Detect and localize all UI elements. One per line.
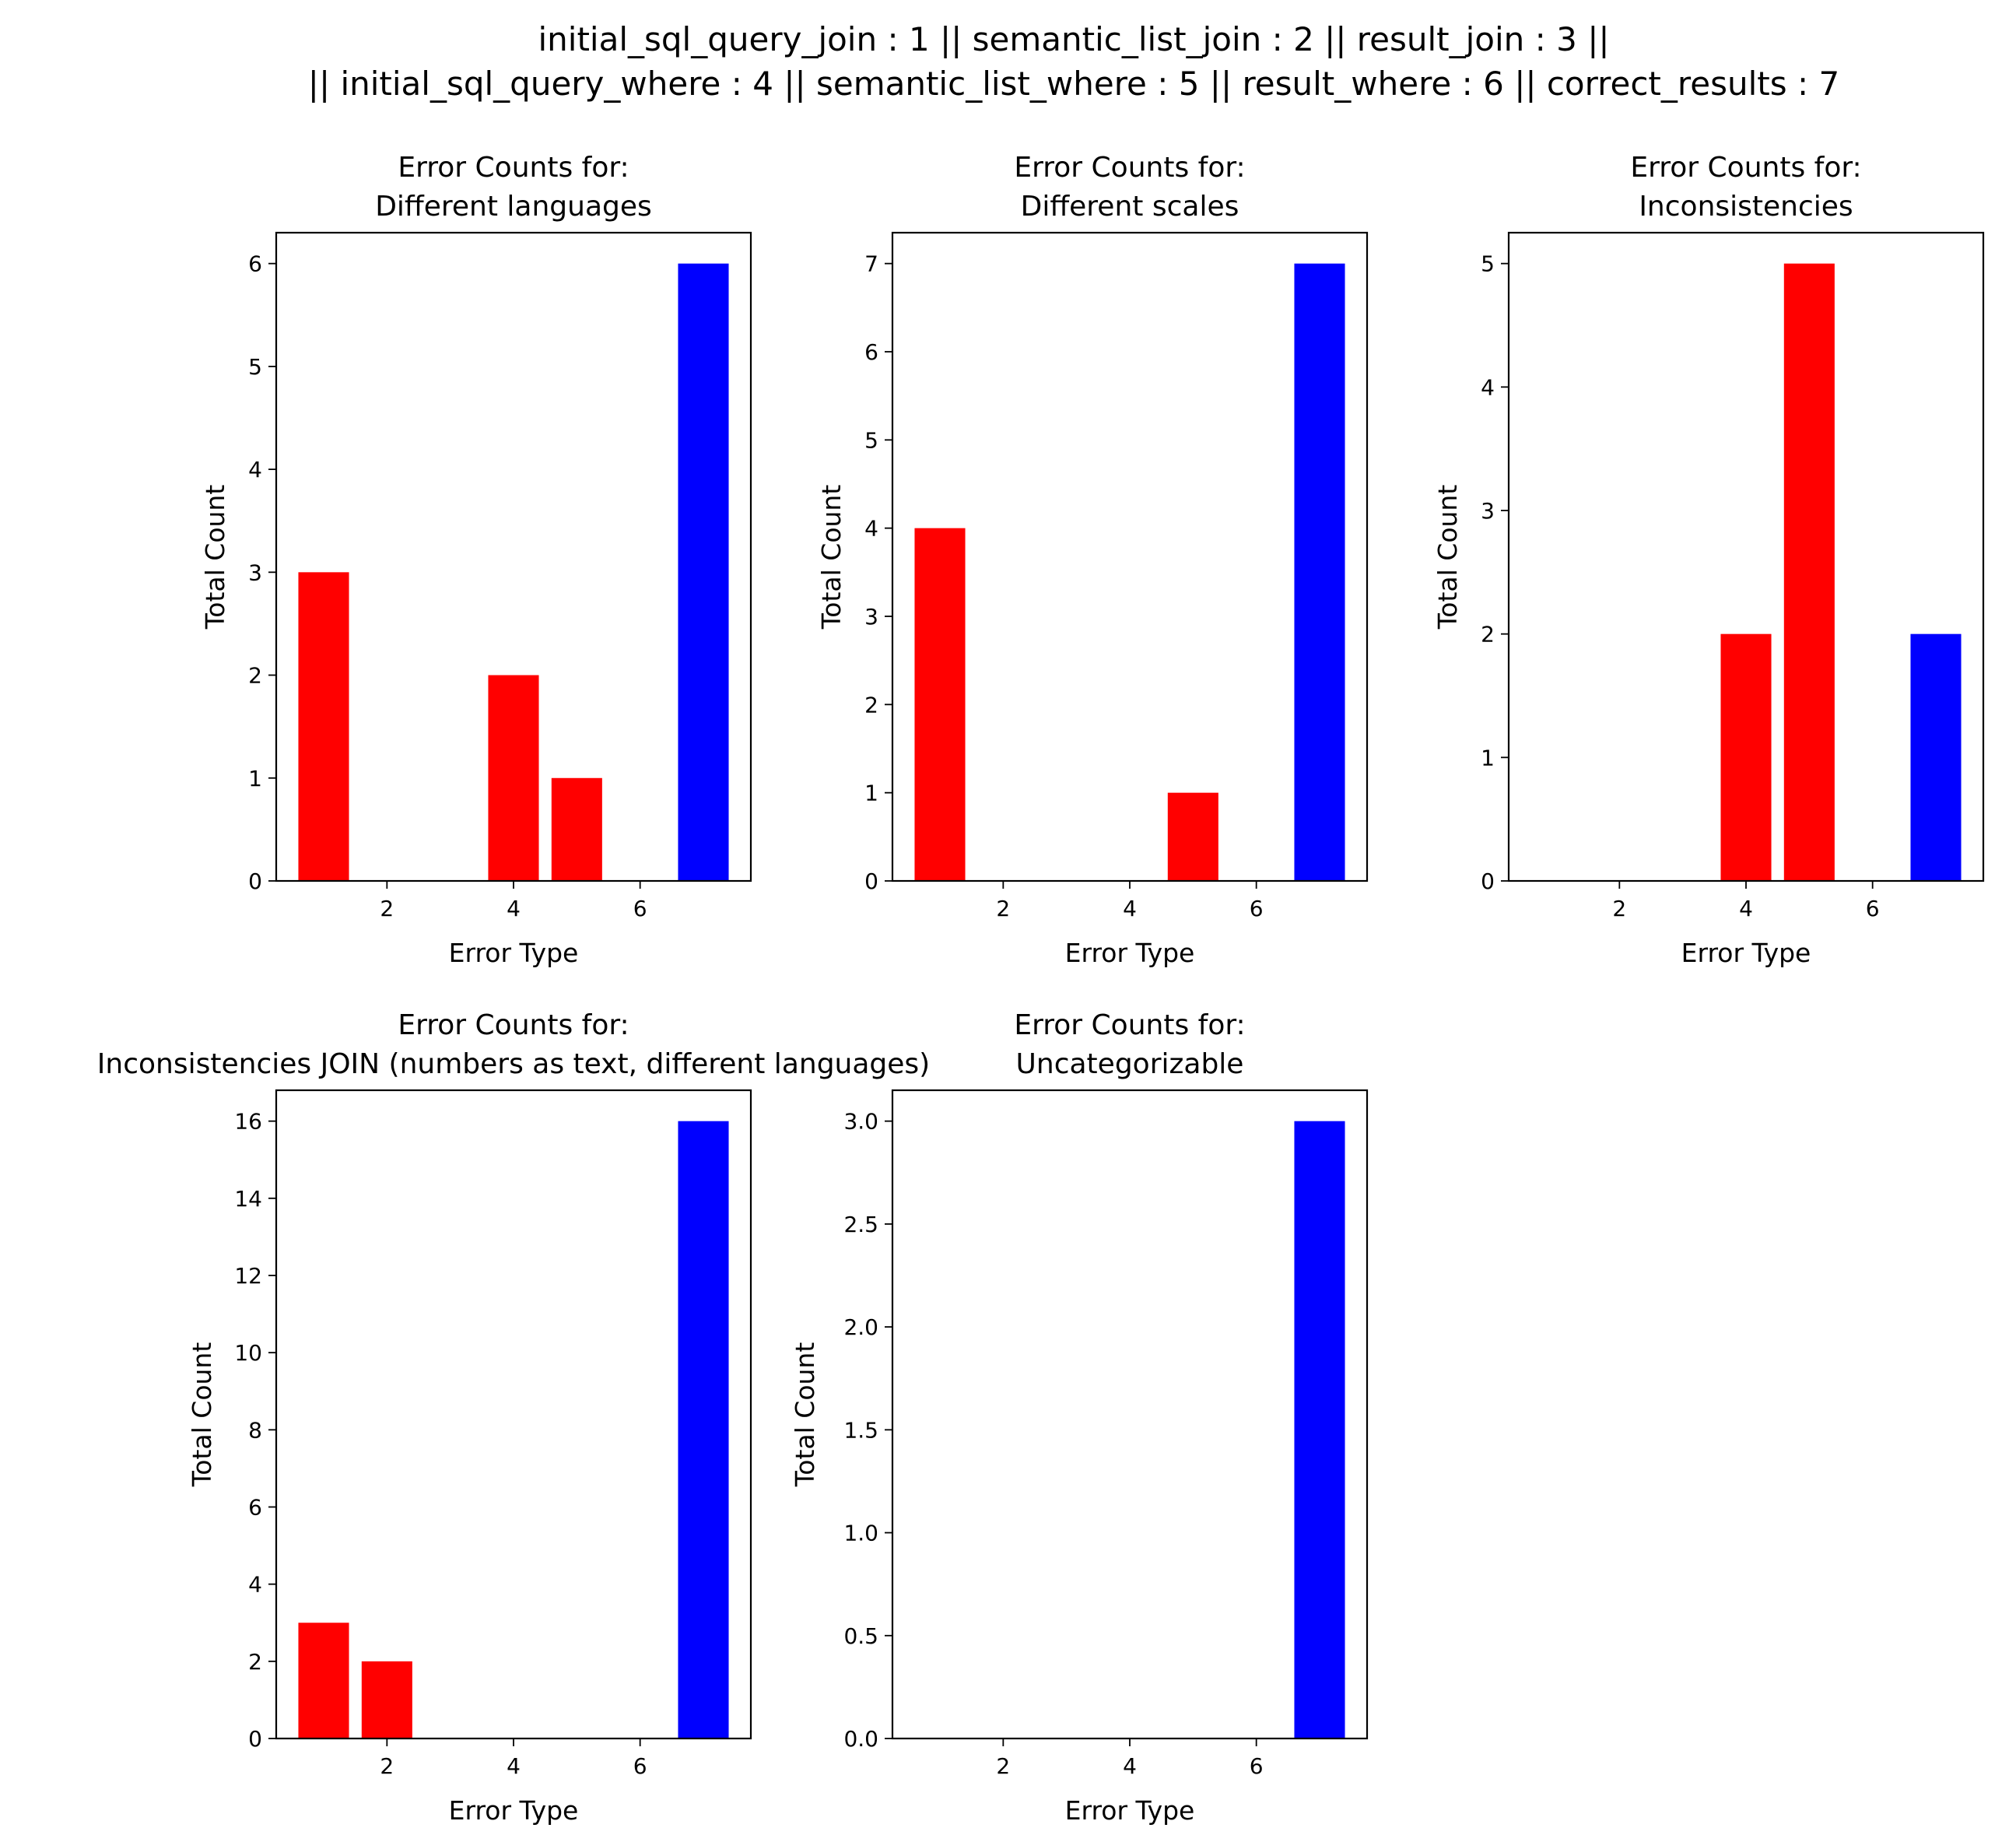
y-axis-label: Total Count <box>1432 485 1463 630</box>
y-tick-label: 6 <box>864 339 878 365</box>
x-tick-label: 4 <box>1739 896 1753 921</box>
subplot-title-line-1: Error Counts for: <box>1630 152 1861 184</box>
subplot-2: 2 4 6 0 1 2 3 4 5 6 7 Error Type Total Count Error Co… <box>816 152 1369 968</box>
y-tick-label: 2 <box>248 1649 262 1675</box>
subplot-title-line-1: Error Counts for: <box>398 152 629 184</box>
x-axis-label: Error Type <box>1065 1795 1195 1826</box>
y-tick-label: 4 <box>1481 374 1495 400</box>
y-tick-label: 6 <box>248 251 262 277</box>
bar-error-type-7 <box>678 1121 729 1738</box>
y-tick-label: 5 <box>248 354 262 380</box>
bar-error-type-5 <box>551 777 602 881</box>
subplot-4: 2 4 6 0 2 4 6 8 10 12 14 16 Error Type Total Count Err… <box>97 1009 930 1826</box>
y-tick-label: 2.5 <box>843 1212 878 1237</box>
x-tick-label: 6 <box>633 896 647 921</box>
bar-error-type-4 <box>1720 633 1772 881</box>
subplot-title-line-2: Different scales <box>1021 191 1239 223</box>
x-tick-label: 6 <box>1250 1753 1264 1779</box>
subplot-1: 2 4 6 0 1 2 3 4 5 6 Error Type Total Count Error Cou… <box>200 152 752 968</box>
y-tick-label: 8 <box>248 1417 262 1443</box>
y-tick-label: 2 <box>1481 622 1495 647</box>
y-tick-label: 0.0 <box>843 1726 878 1752</box>
x-tick-label: 2 <box>996 896 1010 921</box>
figure-title-line-2: || initial_sql_query_where : 4 || semant… <box>308 65 1839 103</box>
x-axis-label: Error Type <box>449 1795 579 1826</box>
bar-error-type-1 <box>914 528 966 881</box>
bar-error-type-2 <box>361 1661 412 1738</box>
x-tick-label: 6 <box>1250 896 1264 921</box>
y-tick-label: 0 <box>864 868 878 894</box>
bar-error-type-7 <box>1294 1121 1345 1738</box>
y-tick-label: 2 <box>864 692 878 718</box>
bar-error-type-5 <box>1167 792 1218 881</box>
y-axis-label: Total Count <box>790 1342 820 1488</box>
figure-title-line-1: initial_sql_query_join : 1 || semantic_l… <box>538 20 1609 58</box>
y-tick-label: 1 <box>864 781 878 806</box>
subplot-title-line-2: Inconsistencies JOIN (numbers as text, d… <box>97 1048 930 1080</box>
x-tick-label: 4 <box>1123 1753 1137 1779</box>
bar-error-type-1 <box>298 1623 349 1738</box>
bar-error-type-1 <box>298 572 349 881</box>
y-axis-label: Total Count <box>816 485 847 630</box>
y-tick-label: 1 <box>248 766 262 791</box>
x-tick-label: 6 <box>1866 896 1880 921</box>
subplot-title-line-1: Error Counts for: <box>1014 152 1245 184</box>
subplot-title-line-2: Uncategorizable <box>1016 1048 1244 1080</box>
y-tick-label: 0 <box>248 1726 262 1752</box>
y-tick-label: 3 <box>248 560 262 585</box>
y-tick-label: 1.0 <box>843 1521 878 1546</box>
subplot-title-line-2: Different languages <box>375 191 652 223</box>
subplot-title-line-1: Error Counts for: <box>398 1009 629 1041</box>
y-tick-label: 0 <box>248 868 262 894</box>
bar-error-type-7 <box>1294 263 1345 882</box>
y-tick-label: 2.0 <box>843 1314 878 1340</box>
y-tick-label: 4 <box>248 457 262 482</box>
x-axis-label: Error Type <box>1065 938 1195 968</box>
x-tick-label: 4 <box>1123 896 1137 921</box>
bar-error-type-7 <box>1910 633 1962 881</box>
y-tick-label: 16 <box>234 1109 262 1135</box>
subplot-3: 2 4 6 0 1 2 3 4 5 Error Type Total Count Error Coun… <box>1432 152 1985 968</box>
figure-title: initial_sql_query_join : 1 || semantic_l… <box>308 20 1839 103</box>
y-tick-label: 12 <box>234 1263 262 1289</box>
y-tick-label: 4 <box>864 516 878 542</box>
bar-error-type-4 <box>488 675 539 881</box>
subplot-title-line-2: Inconsistencies <box>1639 191 1853 223</box>
y-axis-label: Total Count <box>187 1342 217 1488</box>
x-tick-label: 4 <box>507 896 521 921</box>
y-tick-label: 5 <box>1481 251 1495 277</box>
x-axis-label: Error Type <box>1681 938 1811 968</box>
y-axis-label: Total Count <box>200 485 230 630</box>
y-tick-label: 2 <box>248 663 262 689</box>
subplot-title-line-1: Error Counts for: <box>1014 1009 1245 1041</box>
y-tick-label: 14 <box>234 1186 262 1212</box>
x-axis-label: Error Type <box>449 938 579 968</box>
bar-error-type-5 <box>1783 263 1835 882</box>
y-tick-label: 4 <box>248 1572 262 1598</box>
y-tick-label: 6 <box>248 1495 262 1521</box>
y-tick-label: 1.5 <box>843 1417 878 1443</box>
subplot-5: 2 4 6 0.0 0.5 1.0 1.5 2.0 2.5 3.0 Error Type Total … <box>790 1009 1369 1826</box>
x-tick-label: 2 <box>996 1753 1010 1779</box>
x-tick-label: 2 <box>1612 896 1626 921</box>
x-tick-label: 2 <box>380 896 394 921</box>
y-tick-label: 3.0 <box>843 1109 878 1135</box>
x-tick-label: 4 <box>507 1753 521 1779</box>
y-tick-label: 7 <box>864 251 878 277</box>
x-tick-label: 2 <box>380 1753 394 1779</box>
y-tick-label: 3 <box>864 604 878 630</box>
bar-error-type-7 <box>678 263 729 882</box>
y-tick-label: 1 <box>1481 745 1495 770</box>
y-tick-label: 5 <box>864 427 878 453</box>
x-tick-label: 6 <box>633 1753 647 1779</box>
y-tick-label: 10 <box>234 1340 262 1366</box>
y-tick-label: 0.5 <box>843 1623 878 1649</box>
y-tick-label: 0 <box>1481 868 1495 894</box>
y-tick-label: 3 <box>1481 498 1495 524</box>
